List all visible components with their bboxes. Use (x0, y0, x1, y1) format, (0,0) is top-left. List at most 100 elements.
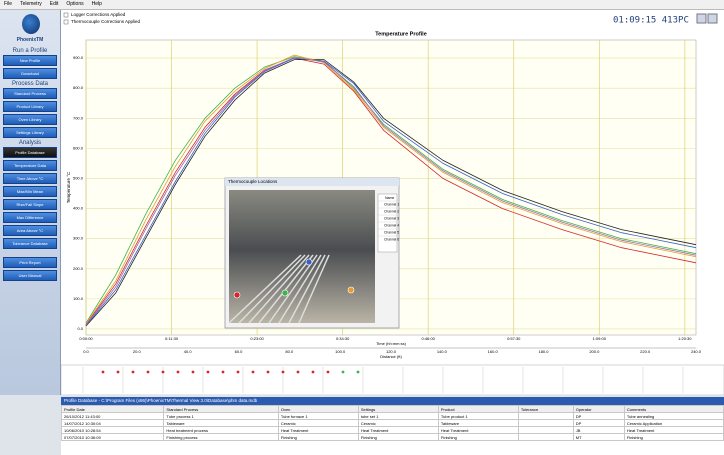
menu-bar: File Telemetry Edit Options Help (0, 0, 724, 10)
table-cell: MT (572, 433, 625, 441)
profile-database: Profile Database - C:\Program Files (x86… (60, 397, 724, 455)
table-cell: DP (572, 412, 625, 420)
channel-name[interactable]: Channel 2 (384, 209, 399, 213)
position-marker (176, 370, 180, 374)
position-marker (326, 370, 330, 374)
column-header[interactable]: Standard Process (163, 405, 279, 413)
photo-rail (288, 254, 326, 324)
menu-item[interactable]: Telemetry (20, 1, 42, 7)
nav-button[interactable]: User Manual (3, 270, 57, 281)
menu-item[interactable]: Options (66, 1, 84, 7)
table-row[interactable]: 14/07/2012 10:30:04 Tableware Ceramic Ceram… (60, 419, 724, 427)
dialog-titlebar (225, 178, 399, 186)
table-cell: Finishing (437, 433, 519, 441)
nav-button[interactable]: Rise/Fall Slope (3, 199, 57, 210)
nav-button[interactable]: Print Report (3, 257, 57, 268)
column-header[interactable]: Profile Date (60, 405, 165, 413)
table-row[interactable]: 26/10/2012 11:43:00 Tube process 1 Tube fu… (60, 412, 724, 420)
x-tick-label: 0:00:00 (79, 336, 93, 341)
nav-button[interactable]: Download (3, 68, 57, 79)
column-header[interactable]: Product (437, 405, 519, 413)
nav-button[interactable]: Max/Min Mean (3, 186, 57, 197)
column-header[interactable]: Tolerance (517, 405, 574, 413)
nav-button[interactable]: Settings Library (3, 127, 57, 138)
photo-rail (268, 254, 318, 324)
table-cell: Finishing (277, 433, 359, 441)
column-header[interactable]: Operator (572, 405, 625, 413)
channel-name[interactable]: Channel 6 (384, 237, 399, 241)
table-cell: Tube product 1 (437, 412, 519, 420)
table-row[interactable]: 07/07/2010 10:36:09 Finishing process Fini… (60, 433, 724, 441)
menu-item[interactable]: Help (91, 1, 102, 7)
photo-marker (281, 289, 289, 297)
y-tick-label: 900.0 (73, 55, 84, 60)
channel-name[interactable]: Channel 3 (384, 216, 399, 220)
nav-button[interactable]: Max Difference (3, 212, 57, 223)
menu-item[interactable]: Edit (49, 1, 59, 7)
temperature-line (85, 57, 697, 326)
column-header[interactable]: Comments (623, 405, 724, 413)
distance-tick-label: 200.0 (589, 349, 600, 354)
channel-name[interactable]: Channel 4 (384, 223, 399, 227)
nav-button[interactable]: Tolerance Database (3, 238, 57, 249)
x-tick-label: 0:11:30 (165, 336, 179, 341)
table-cell: Tableware (163, 419, 279, 427)
table-cell: 07/07/2010 10:36:09 (60, 433, 165, 441)
table-cell: tube set 1 (357, 412, 439, 420)
checkbox[interactable] (63, 19, 69, 25)
checkbox[interactable] (63, 12, 69, 18)
table-cell: Tube annealing (623, 412, 724, 420)
distance-axis-label: Distance (ft) (380, 354, 402, 359)
table-cell (517, 433, 574, 441)
table-row[interactable]: 10/06/2010 10:28:54 Heat treatment proces… (60, 426, 724, 434)
position-marker (266, 370, 270, 374)
column-header[interactable]: Oven (277, 405, 359, 413)
table-cell: JB (572, 426, 625, 434)
table-cell: 26/10/2012 11:43:00 (60, 412, 165, 420)
nav-button[interactable]: Standard Process (3, 88, 57, 99)
table-cell: Tube furnace 1 (277, 412, 359, 420)
distance-tick-label: 0.0 (83, 349, 89, 354)
chart: Logger Corrections Applied Thermocouple C… (60, 12, 724, 396)
table-cell: Heat Treatment (357, 426, 439, 434)
y-tick-label: 600.0 (73, 145, 84, 150)
position-marker (116, 370, 120, 374)
x-axis-label: Time (hh:mm:ss) (376, 341, 407, 346)
photo-rail (298, 254, 330, 324)
table-cell: Tableware (437, 419, 519, 427)
channel-name[interactable]: Channel 5 (384, 230, 399, 234)
nav-button[interactable]: Temperature Data (3, 160, 57, 171)
table-cell (517, 412, 574, 420)
table-cell: 10/06/2010 10:28:54 (60, 426, 165, 434)
channel-name[interactable]: Channel 1 (384, 202, 399, 206)
x-tick-label: 0:46:00 (422, 336, 436, 341)
y-axis-label: Temperature °C (66, 171, 71, 203)
distance-tick-label: 120.0 (386, 349, 397, 354)
table-cell: Ceramic (357, 419, 439, 427)
distance-tick-label: 160.0 (488, 349, 499, 354)
nav-button[interactable]: Area Above °C (3, 225, 57, 236)
table-cell (517, 426, 574, 434)
x-tick-label: 0:34:30 (336, 336, 350, 341)
photo-rail (238, 254, 306, 324)
position-marker (221, 370, 225, 374)
nav-button[interactable]: Oven Library (3, 114, 57, 125)
nav-button[interactable]: Time Above °C (3, 173, 57, 184)
nav-button[interactable]: Profile Database (3, 147, 57, 158)
nav-button[interactable]: New Profile (3, 55, 57, 66)
window-button[interactable] (696, 13, 707, 24)
photo-rail (228, 254, 302, 324)
table-cell: Finishing (623, 433, 724, 441)
position-marker (131, 370, 135, 374)
y-tick-label: 700.0 (73, 115, 84, 120)
menu-item[interactable]: File (4, 1, 13, 7)
position-marker (161, 370, 165, 374)
dialog-title: Thermocouple Locations (228, 179, 278, 184)
nav-button[interactable]: Product Library (3, 101, 57, 112)
column-header[interactable]: Settings (357, 405, 439, 413)
window-button[interactable] (707, 13, 718, 24)
section-heading: Run a Profile (12, 48, 48, 54)
distance-tick-label: 240.0 (691, 349, 702, 354)
distance-tick-label: 100.0 (335, 349, 346, 354)
